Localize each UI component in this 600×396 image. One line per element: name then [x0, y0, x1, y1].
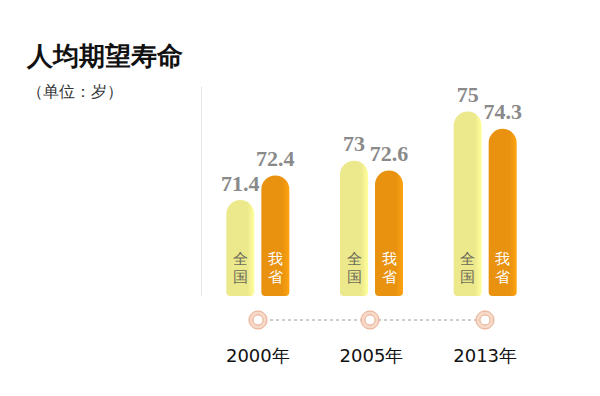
- svg-text:我: 我: [495, 250, 510, 268]
- svg-text:全: 全: [347, 250, 362, 268]
- svg-text:我: 我: [268, 250, 283, 268]
- svg-text:2013年: 2013年: [453, 345, 517, 366]
- svg-text:我: 我: [382, 250, 397, 268]
- svg-text:全: 全: [233, 250, 248, 268]
- svg-text:72.4: 72.4: [256, 146, 295, 171]
- svg-text:（单位：岁）: （单位：岁）: [27, 83, 123, 100]
- svg-text:省: 省: [268, 268, 283, 286]
- svg-text:省: 省: [495, 268, 510, 286]
- svg-text:人均期望寿命: 人均期望寿命: [26, 42, 183, 71]
- svg-text:2000年: 2000年: [226, 345, 290, 366]
- svg-text:2005年: 2005年: [340, 345, 404, 366]
- svg-text:国: 国: [233, 268, 248, 286]
- svg-text:72.6: 72.6: [370, 141, 409, 166]
- svg-text:国: 国: [460, 268, 475, 286]
- svg-text:全: 全: [460, 250, 475, 268]
- svg-text:国: 国: [347, 268, 362, 286]
- svg-text:75: 75: [457, 82, 479, 107]
- svg-text:74.3: 74.3: [483, 99, 522, 124]
- svg-text:73: 73: [343, 131, 365, 156]
- svg-text:71.4: 71.4: [221, 171, 260, 196]
- svg-text:省: 省: [382, 268, 397, 286]
